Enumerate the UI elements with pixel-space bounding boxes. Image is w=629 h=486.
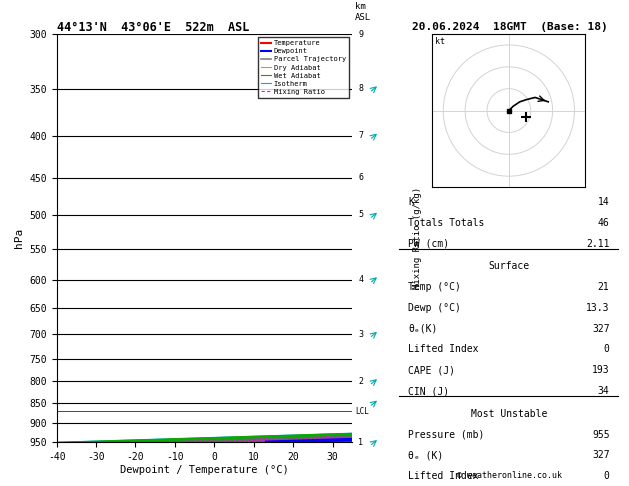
Text: 193: 193 bbox=[592, 365, 610, 375]
Text: Most Unstable: Most Unstable bbox=[470, 409, 547, 419]
Text: 8: 8 bbox=[358, 84, 363, 93]
Text: K: K bbox=[408, 197, 414, 207]
Text: 9: 9 bbox=[358, 30, 363, 38]
Text: Dewp (°C): Dewp (°C) bbox=[408, 303, 461, 313]
Text: Surface: Surface bbox=[488, 261, 530, 271]
Text: 6: 6 bbox=[358, 173, 363, 182]
X-axis label: Dewpoint / Temperature (°C): Dewpoint / Temperature (°C) bbox=[120, 465, 289, 475]
Text: 327: 327 bbox=[592, 324, 610, 334]
Y-axis label: hPa: hPa bbox=[14, 228, 24, 248]
Text: CAPE (J): CAPE (J) bbox=[408, 365, 455, 375]
Text: kt: kt bbox=[435, 37, 445, 46]
Text: PW (cm): PW (cm) bbox=[408, 239, 449, 248]
Text: 327: 327 bbox=[592, 451, 610, 460]
Text: © weatheronline.co.uk: © weatheronline.co.uk bbox=[457, 471, 562, 480]
Text: 7: 7 bbox=[358, 131, 363, 140]
Text: 34: 34 bbox=[598, 386, 610, 396]
Text: km
ASL: km ASL bbox=[355, 2, 371, 22]
Text: 20.06.2024  18GMT  (Base: 18): 20.06.2024 18GMT (Base: 18) bbox=[411, 22, 608, 32]
Text: θₑ(K): θₑ(K) bbox=[408, 324, 438, 334]
Text: 2.11: 2.11 bbox=[586, 239, 610, 248]
Text: θₑ (K): θₑ (K) bbox=[408, 451, 443, 460]
Text: 21: 21 bbox=[598, 282, 610, 292]
Text: 955: 955 bbox=[592, 430, 610, 440]
Text: 1: 1 bbox=[358, 438, 363, 447]
Text: 44°13'N  43°06'E  522m  ASL: 44°13'N 43°06'E 522m ASL bbox=[57, 21, 249, 34]
Text: 3: 3 bbox=[358, 330, 363, 339]
Text: 2: 2 bbox=[358, 377, 363, 386]
Text: Pressure (mb): Pressure (mb) bbox=[408, 430, 484, 440]
Text: CIN (J): CIN (J) bbox=[408, 386, 449, 396]
Text: 5: 5 bbox=[358, 210, 363, 220]
Text: Lifted Index: Lifted Index bbox=[408, 471, 479, 481]
Text: 0: 0 bbox=[604, 471, 610, 481]
Text: 13.3: 13.3 bbox=[586, 303, 610, 313]
Text: Mixing Ratio (g/kg): Mixing Ratio (g/kg) bbox=[413, 187, 422, 289]
Text: 46: 46 bbox=[598, 218, 610, 228]
Text: Totals Totals: Totals Totals bbox=[408, 218, 484, 228]
Text: 14: 14 bbox=[598, 197, 610, 207]
Text: LCL: LCL bbox=[355, 407, 369, 416]
Text: Temp (°C): Temp (°C) bbox=[408, 282, 461, 292]
Text: Lifted Index: Lifted Index bbox=[408, 345, 479, 354]
Text: 4: 4 bbox=[358, 275, 363, 284]
Legend: Temperature, Dewpoint, Parcel Trajectory, Dry Adiabat, Wet Adiabat, Isotherm, Mi: Temperature, Dewpoint, Parcel Trajectory… bbox=[258, 37, 348, 98]
Text: 0: 0 bbox=[604, 345, 610, 354]
